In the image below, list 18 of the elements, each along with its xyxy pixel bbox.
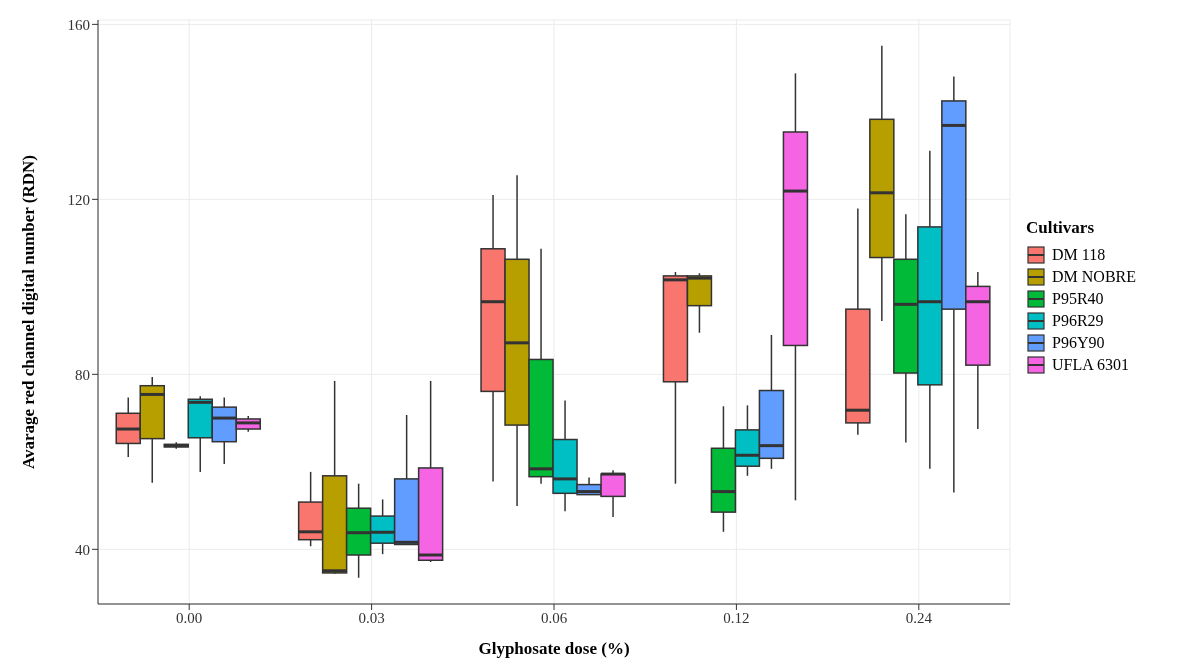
y-tick-label: 80 (75, 366, 90, 383)
legend-label: P96Y90 (1052, 334, 1105, 352)
x-tick-label: 0.24 (905, 609, 933, 626)
x-tick-label: 0.03 (358, 609, 385, 626)
y-tick-label: 160 (67, 16, 90, 33)
x-tick-label: 0.12 (723, 609, 750, 626)
legend-label: DM NOBRE (1052, 268, 1137, 286)
x-axis-title: Glyphosate dose (%) (478, 639, 630, 658)
x-tick-label: 0.00 (176, 609, 203, 626)
legend-label: DM 118 (1052, 246, 1106, 264)
y-axis-title: Avarage red channel digital number (RDN) (19, 154, 39, 470)
legend-label: P96R29 (1052, 312, 1104, 330)
legend-label: UFLA 6301 (1052, 356, 1129, 374)
legend-label: P95R40 (1052, 290, 1104, 308)
y-tick-label: 40 (75, 541, 90, 558)
legend-title: Cultivars (1026, 218, 1095, 238)
y-tick-label: 120 (67, 191, 90, 208)
x-tick-label: 0.06 (540, 609, 568, 626)
